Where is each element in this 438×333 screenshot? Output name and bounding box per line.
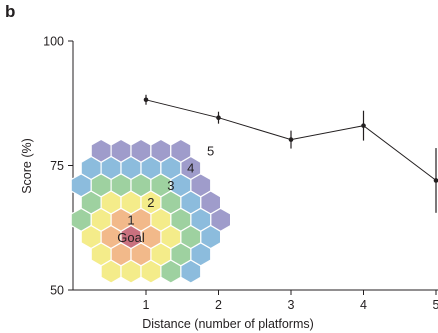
data-point-1 (143, 97, 149, 103)
hex-platform-d3 (180, 224, 202, 250)
y-ticks: 50 75 100 (43, 35, 73, 298)
ring-label-4: 4 (187, 161, 194, 176)
x-ticks: 1 2 3 4 5 (143, 290, 438, 312)
goal-label: Goal (117, 230, 145, 245)
y-tick-label-50: 50 (50, 284, 64, 298)
panel-letter: b (5, 2, 15, 21)
y-tick-label-75: 75 (50, 159, 64, 173)
series-group (143, 94, 438, 213)
hex-platform-d2 (160, 224, 182, 250)
ring-label-3: 3 (167, 178, 174, 193)
x-axis-label: Distance (number of platforms) (142, 317, 314, 331)
data-point-4 (361, 123, 366, 128)
ring-label-1: 1 (127, 212, 134, 227)
x-tick-label-3: 3 (288, 298, 295, 312)
y-tick-label-100: 100 (43, 35, 64, 49)
x-tick-label-5: 5 (433, 298, 438, 312)
data-point-3 (288, 137, 294, 142)
x-tick-label-1: 1 (143, 298, 150, 312)
ring-label-5: 5 (207, 143, 214, 158)
data-point-2 (216, 115, 221, 120)
x-tick-label-4: 4 (360, 298, 367, 312)
x-tick-label-2: 2 (215, 298, 222, 312)
data-point-5 (433, 178, 438, 183)
hex-platform-d4 (200, 224, 222, 250)
ring-label-2: 2 (147, 195, 154, 210)
hex-platform-d0 (120, 224, 142, 250)
y-axis-label: Score (%) (20, 138, 34, 194)
